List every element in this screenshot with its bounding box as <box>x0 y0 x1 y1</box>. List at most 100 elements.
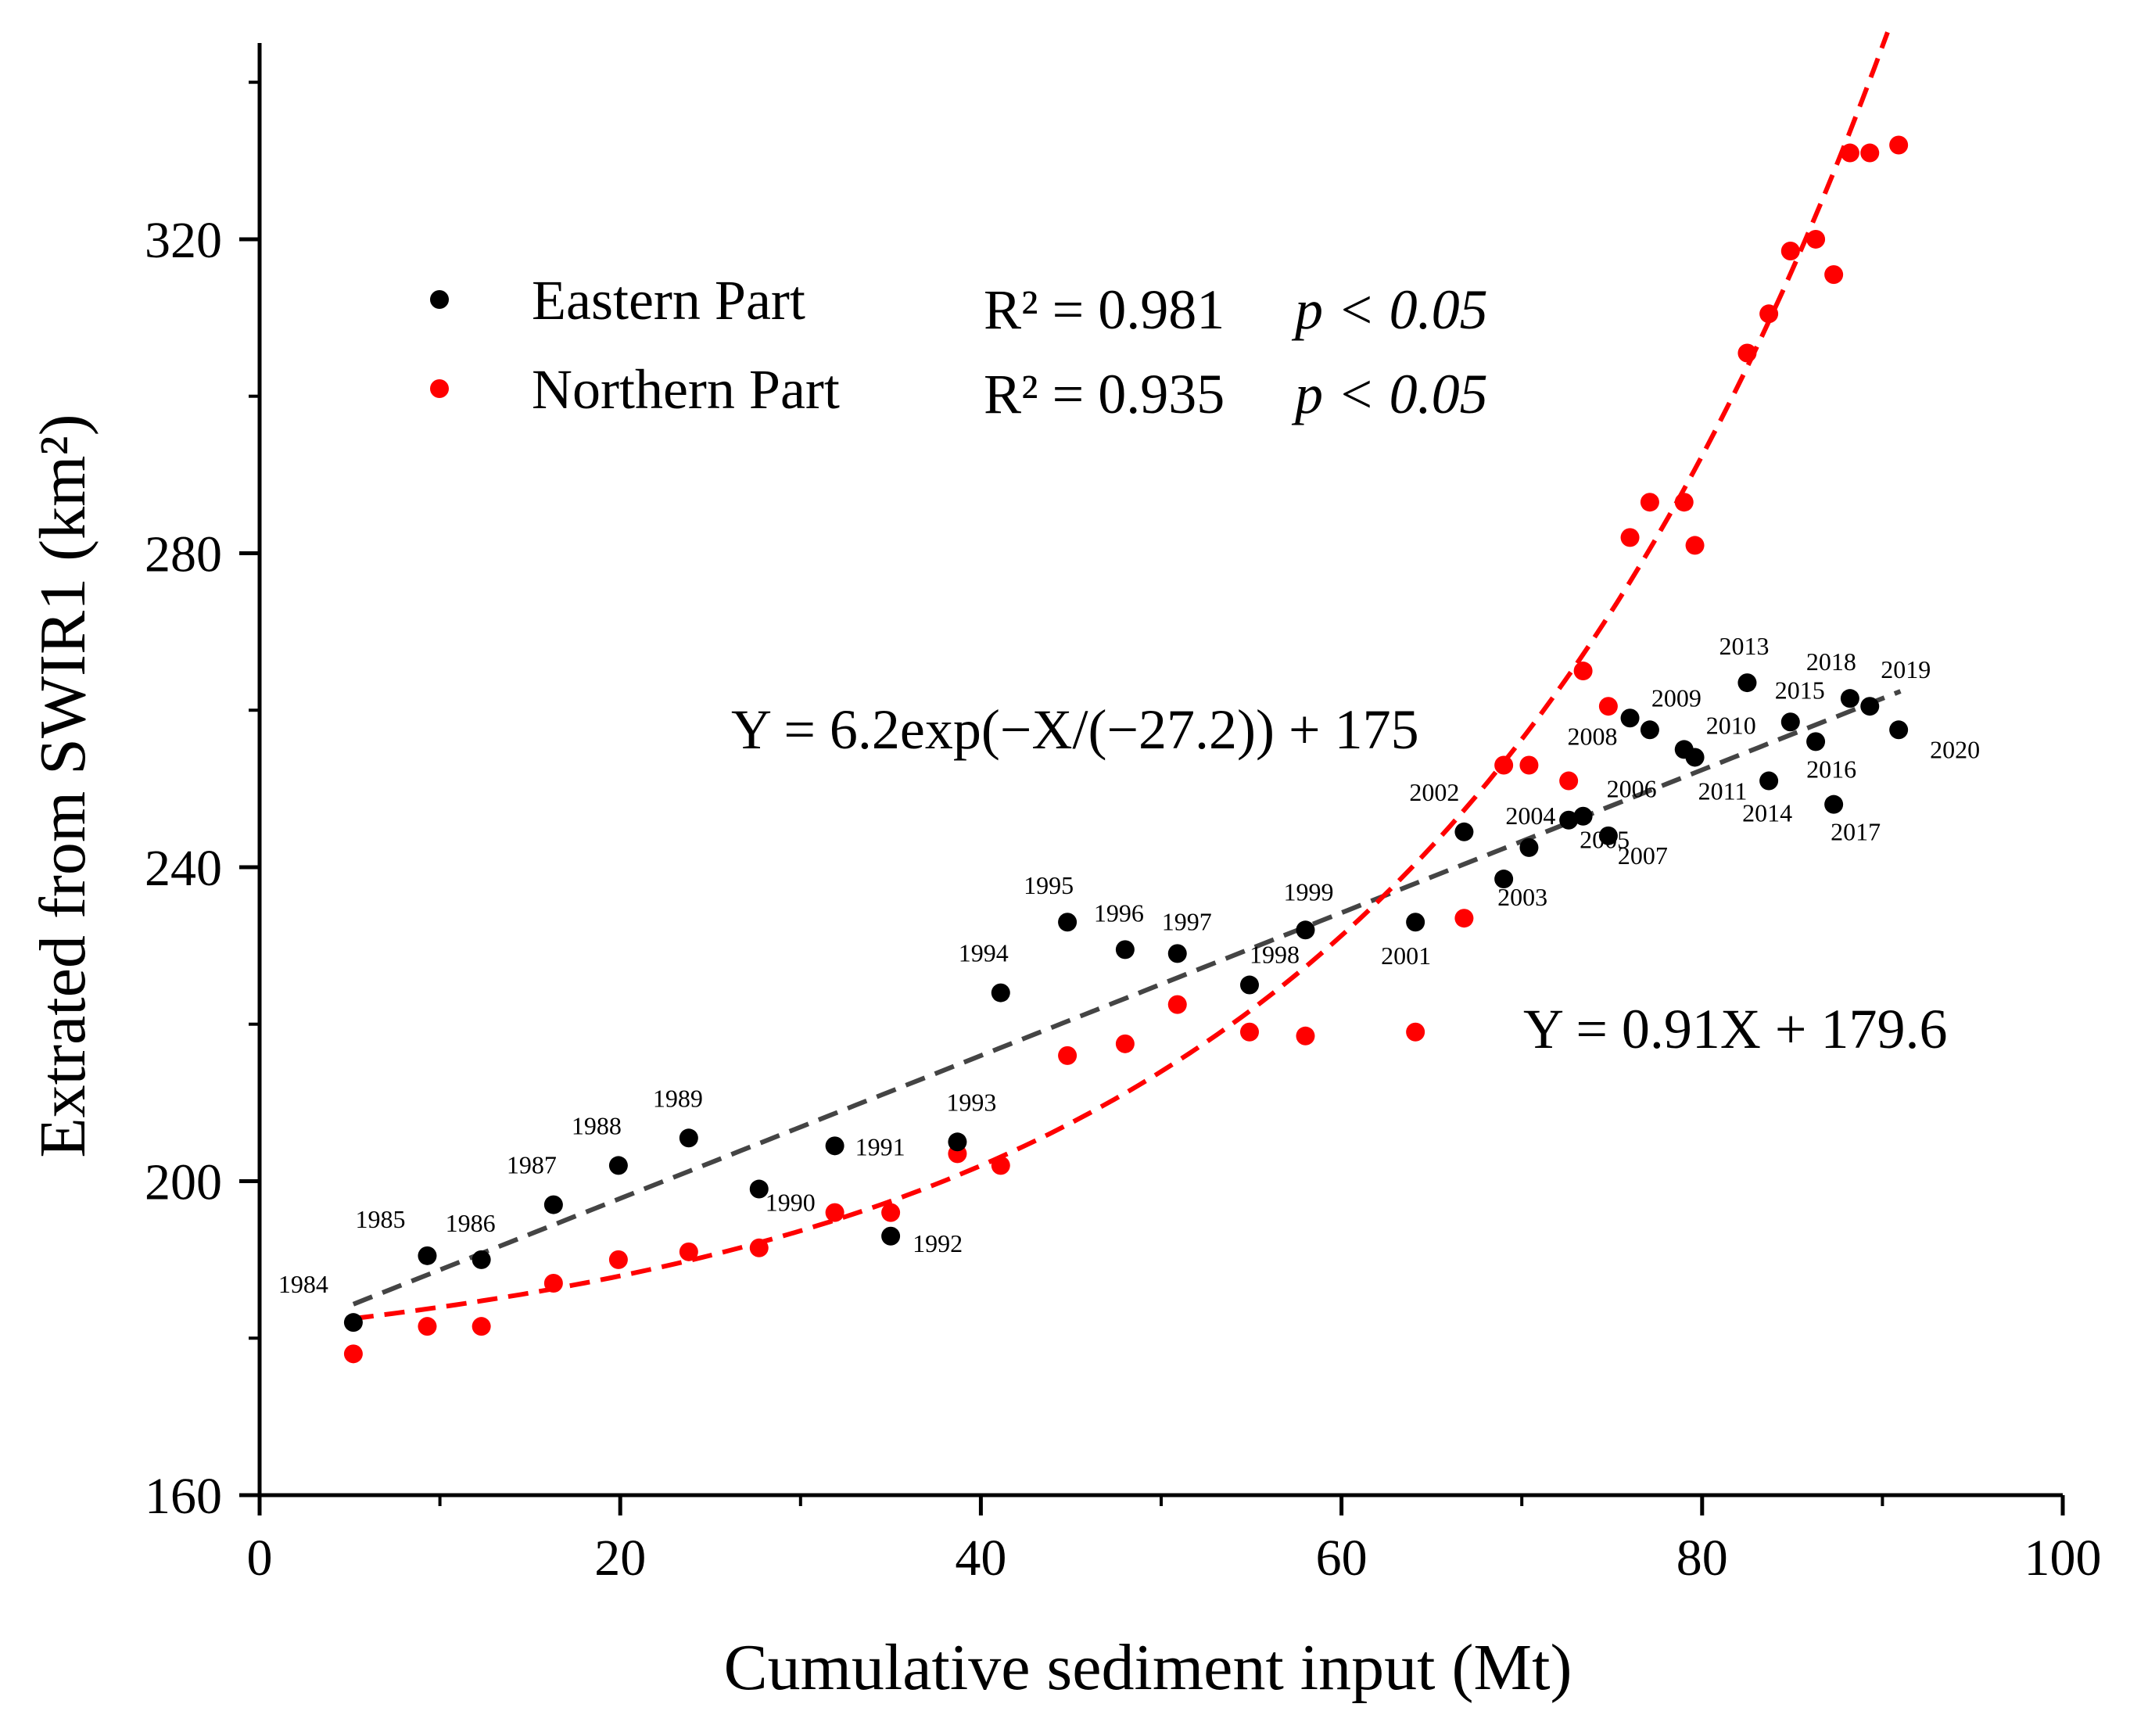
northern-point <box>1573 662 1593 681</box>
northern-point <box>1620 528 1640 547</box>
year-label: 2013 <box>1719 632 1769 660</box>
axes: 0 20 40 60 80 100 160 200 240 280 320 <box>145 43 2102 1587</box>
northern-point <box>881 1203 901 1222</box>
northern-point <box>1559 771 1579 791</box>
northern-point <box>1737 343 1757 363</box>
northern-point <box>1296 1026 1315 1046</box>
northern-point <box>472 1317 491 1336</box>
x-tick-label: 40 <box>955 1530 1006 1587</box>
eastern-point <box>1519 838 1539 857</box>
x-tick-label: 80 <box>1676 1530 1728 1587</box>
fit-lines <box>352 31 1902 1322</box>
northern-point <box>1806 229 1826 249</box>
year-label: 2016 <box>1806 755 1856 783</box>
year-label: 1989 <box>653 1084 703 1112</box>
year-label: 1984 <box>278 1270 328 1298</box>
eastern-point <box>1454 822 1474 841</box>
year-label: 1996 <box>1094 898 1144 927</box>
legend-label-northern: Northern Part <box>532 358 840 421</box>
northern-point <box>1406 1022 1425 1042</box>
northern-point <box>1640 493 1659 512</box>
northern-point <box>418 1317 437 1336</box>
eastern-point <box>1167 944 1187 963</box>
year-label: 1999 <box>1283 877 1333 906</box>
year-label: 2007 <box>1618 841 1668 870</box>
eastern-point <box>343 1313 363 1332</box>
data-points <box>343 135 1909 1364</box>
northern-point <box>608 1250 628 1269</box>
eastern-point <box>1889 720 1909 740</box>
northern-point <box>1889 135 1909 155</box>
year-label: 2015 <box>1775 676 1825 704</box>
year-label: 1997 <box>1162 907 1212 935</box>
northern-point <box>1860 143 1880 163</box>
northern-point <box>825 1203 844 1222</box>
stat-p-northern: p < 0.05 <box>1291 363 1488 425</box>
year-labels: 1984 1985 1986 1987 1988 1989 1990 1991 1992 1993… <box>278 632 1980 1298</box>
eastern-point <box>1296 920 1315 940</box>
y-tick-label: 240 <box>145 840 222 897</box>
year-label: 2009 <box>1651 683 1701 712</box>
eastern-point <box>1824 794 1844 814</box>
eastern-point <box>1239 975 1259 995</box>
eastern-point <box>1759 771 1779 791</box>
northern-point <box>1674 493 1694 512</box>
year-label: 2018 <box>1806 647 1856 676</box>
y-axis-title: Extrated from SWIR1 (km²) <box>27 414 99 1157</box>
northern-point <box>343 1344 363 1364</box>
year-label: 1988 <box>572 1111 622 1139</box>
year-label: 2001 <box>1381 942 1431 970</box>
eastern-point <box>1559 810 1579 830</box>
year-label: 2010 <box>1706 711 1756 739</box>
x-tick-label: 60 <box>1316 1530 1368 1587</box>
legend: Eastern Part Northern Part R² = 0.981 p … <box>430 269 1488 425</box>
northern-point <box>1685 536 1705 555</box>
northern-point <box>1759 304 1779 324</box>
eastern-point <box>1598 826 1618 845</box>
eastern-point <box>1685 748 1705 767</box>
eastern-point <box>608 1156 628 1175</box>
stat-p-eastern: p < 0.05 <box>1291 278 1488 341</box>
eastern-point <box>1780 712 1800 732</box>
eastern-point <box>418 1246 437 1265</box>
northern-point <box>1824 265 1844 285</box>
year-label: 2017 <box>1831 818 1881 846</box>
eastern-point <box>1115 940 1135 959</box>
eastern-point <box>1058 913 1078 932</box>
x-tick-label: 100 <box>2024 1530 2102 1587</box>
eastern-point <box>1620 708 1640 728</box>
northern-point <box>1239 1022 1259 1042</box>
eastern-point <box>1737 673 1757 693</box>
eastern-point <box>991 983 1010 1003</box>
eastern-point <box>948 1132 967 1152</box>
year-label: 1998 <box>1250 941 1300 969</box>
eastern-point <box>1494 870 1514 889</box>
year-label: 2004 <box>1505 802 1555 830</box>
eastern-point <box>679 1128 698 1148</box>
year-label: 2003 <box>1497 883 1547 911</box>
year-label: 2011 <box>1698 777 1748 805</box>
eastern-point <box>1806 732 1826 751</box>
northern-point <box>543 1273 563 1293</box>
legend-marker-eastern <box>430 290 449 309</box>
x-tick-label: 20 <box>594 1530 646 1587</box>
northern-point <box>1115 1034 1135 1053</box>
eastern-point <box>825 1136 844 1156</box>
northern-point <box>1519 755 1539 775</box>
northern-fit-line <box>353 31 1890 1322</box>
y-tick-label: 200 <box>145 1153 222 1211</box>
year-label: 2008 <box>1568 722 1618 750</box>
eastern-point <box>1860 697 1880 716</box>
year-label: 1990 <box>766 1189 816 1217</box>
eastern-point <box>881 1226 901 1246</box>
year-label: 2019 <box>1881 655 1931 683</box>
x-tick-label: 0 <box>247 1530 273 1587</box>
eastern-point <box>1640 720 1659 740</box>
northern-point <box>749 1238 769 1257</box>
y-tick-label: 160 <box>145 1468 222 1525</box>
legend-label-eastern: Eastern Part <box>532 269 805 332</box>
year-label: 1987 <box>507 1151 557 1179</box>
year-label: 2020 <box>1930 735 1980 763</box>
year-label: 2005 <box>1580 826 1630 854</box>
